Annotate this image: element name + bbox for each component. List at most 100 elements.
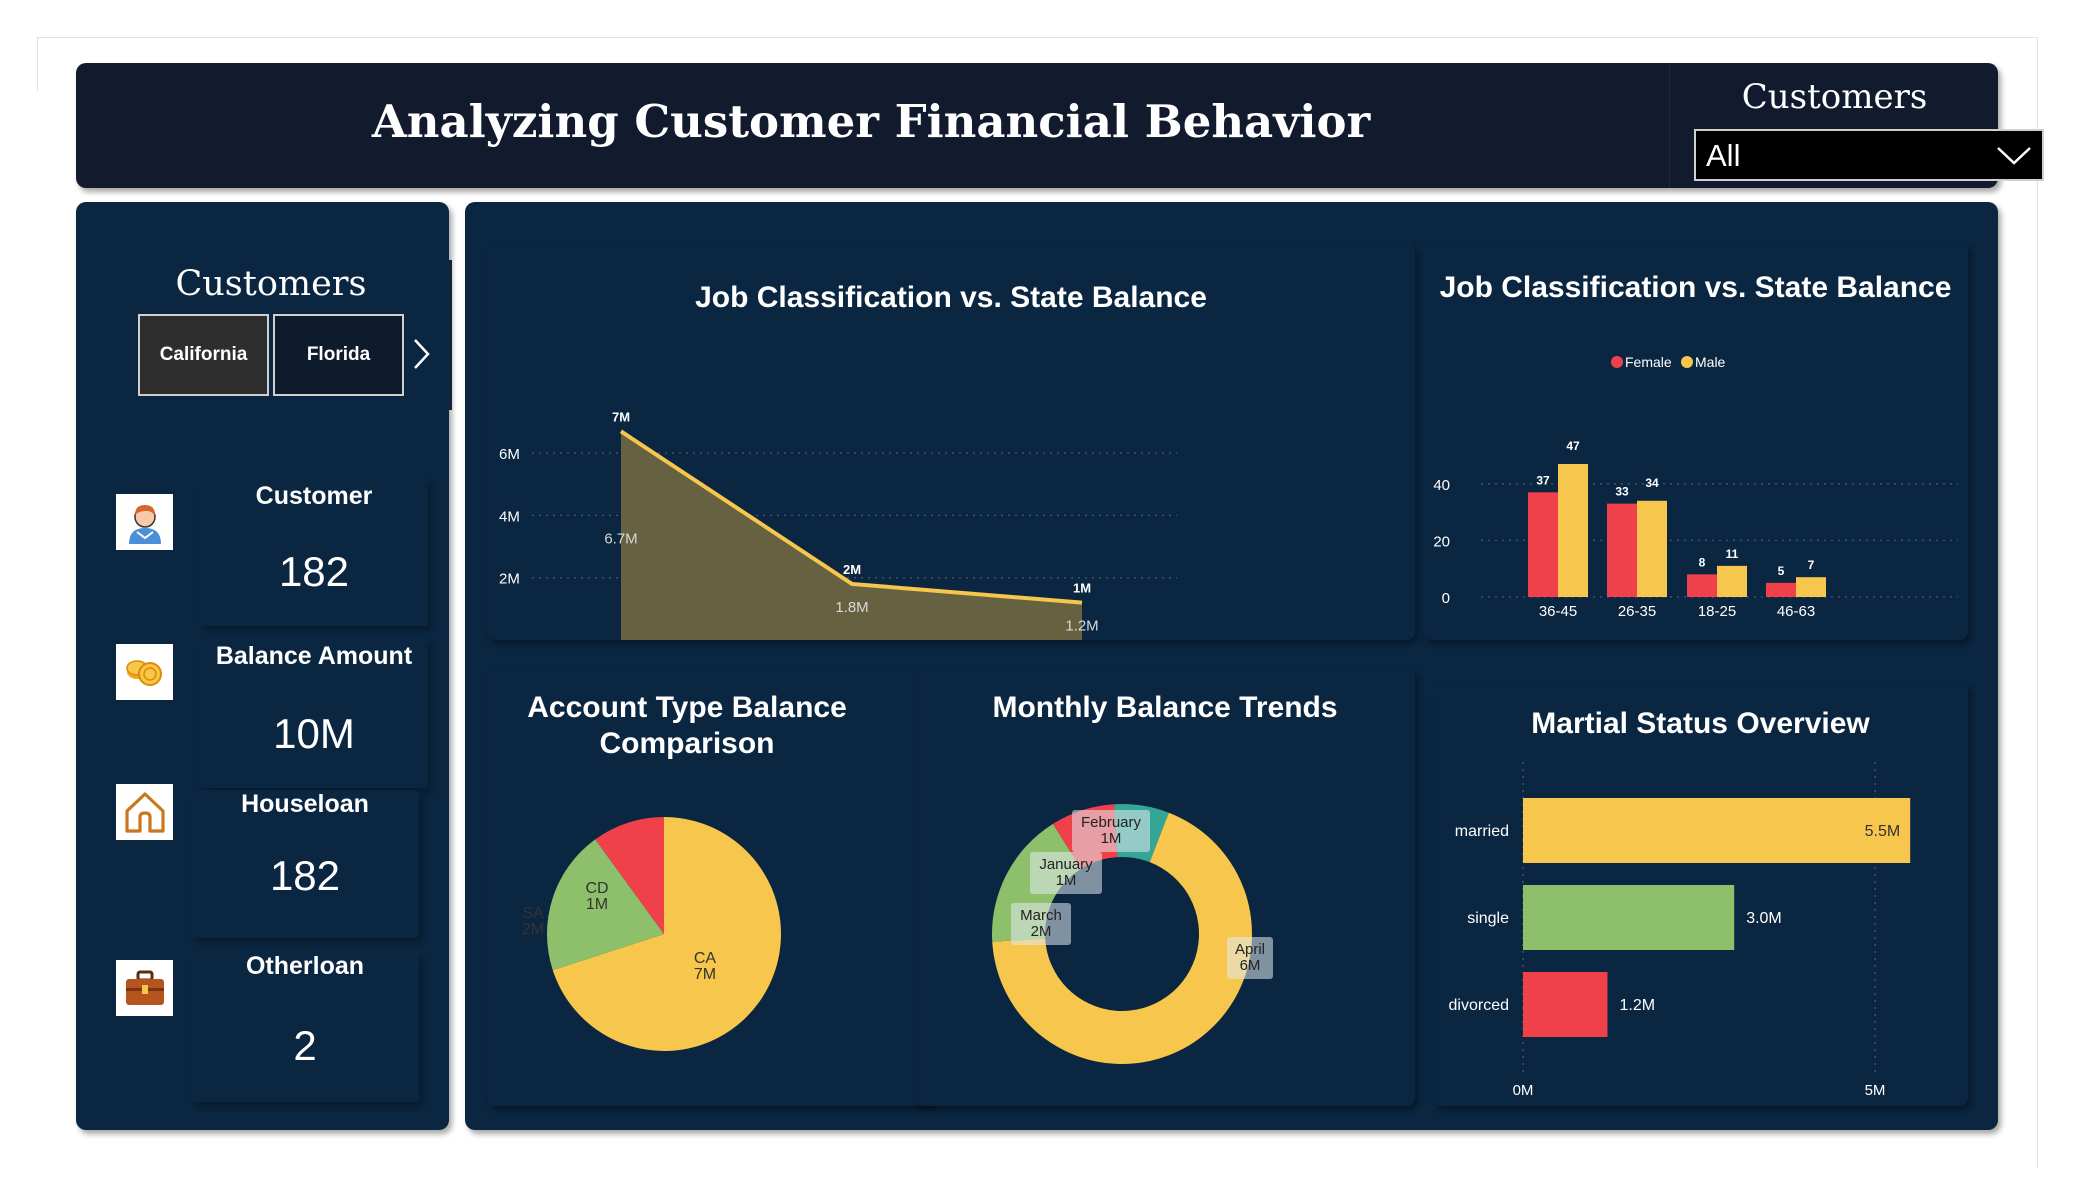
y-tick-label: 40 — [1433, 477, 1450, 494]
data-label-value: 1.8M — [835, 599, 868, 616]
chart-title: Job Classification vs. State Balance — [1439, 271, 1952, 304]
pie-slice-cd — [595, 817, 664, 934]
hbar-divorced — [1523, 972, 1608, 1037]
bar-male — [1558, 463, 1588, 597]
bar-female — [1687, 574, 1717, 597]
kpi-label: Customer — [255, 482, 373, 510]
bar-value-label: 37 — [1536, 473, 1550, 487]
y-category-label: divorced — [1449, 997, 1509, 1014]
state-button-florida[interactable]: Florida — [273, 314, 404, 396]
x-tick-label: 18-25 — [1698, 603, 1736, 620]
donut-label-box — [1227, 937, 1273, 979]
y-tick-label: 0 — [1442, 590, 1450, 607]
x-tick-label: 46-63 — [1777, 603, 1815, 620]
y-category-label: married — [1455, 823, 1509, 840]
kpi-label: Otherloan — [245, 952, 365, 980]
sidebar: Customers California Florida Customer 18… — [76, 202, 452, 1130]
donut-slice-label: January — [1039, 856, 1093, 873]
pie-slice-ca — [552, 817, 781, 1051]
hbar-single — [1523, 885, 1735, 950]
donut-slice-value: 1M — [1101, 830, 1122, 847]
bar-value-label: 33 — [1615, 485, 1629, 499]
bar-value-label: 5 — [1778, 564, 1785, 578]
donut-slice-label: March — [1020, 907, 1062, 924]
legend-label: Male — [1695, 354, 1726, 370]
chart-title: Job Classification vs. State Balance — [695, 281, 1207, 314]
kpi-value: 10M — [273, 710, 355, 757]
pie-slice-value: 2M — [522, 921, 544, 938]
pie-slice-sa — [547, 839, 664, 971]
x-tick-label: 36-45 — [1539, 603, 1577, 620]
bar-value-label: 11 — [1726, 547, 1739, 561]
chart-title: Martial Status Overview — [1531, 707, 1870, 740]
bar-female — [1528, 492, 1558, 597]
bar-value-label: 5.5M — [1865, 823, 1901, 840]
customers-dropdown[interactable]: All — [1694, 129, 2044, 181]
monthly-donut-card: Monthly Balance Trends February 1M April 6M… — [915, 668, 1415, 1106]
bar-value-label: 1.2M — [1619, 997, 1655, 1014]
slicer-divider — [448, 260, 452, 410]
age-bar-chart: 0 20 40 37 47 36-45 33 34 26-35 8 11 18-25 5 7 46-63 Fe… — [1433, 354, 1958, 620]
hbar-married — [1523, 798, 1911, 863]
kpi-card-customer: Customer 182 — [200, 478, 428, 626]
coins-icon — [116, 644, 173, 700]
legend-marker — [1681, 356, 1693, 368]
bar-value-label: 3.0M — [1746, 910, 1782, 927]
chart-title: Monthly Balance Trends — [992, 691, 1338, 724]
pie-slice-value: 1M — [586, 896, 608, 913]
main-panel: Job Classification vs. State Balance 2M 4… — [465, 202, 1998, 1130]
customers-dropdown-value: All — [1706, 138, 1741, 173]
header-bar: Analyzing Customer Financial Behavior Cu… — [76, 63, 2044, 188]
state-button-california[interactable]: California — [138, 314, 269, 396]
job-area-chart-card: Job Classification vs. State Balance 2M 4… — [487, 242, 1415, 640]
data-label-value: 6.7M — [604, 530, 637, 547]
data-label-top: 2M — [843, 562, 861, 577]
donut-slice-value: 2M — [1031, 923, 1052, 940]
donut-slice-value: 1M — [1056, 872, 1077, 889]
bar-male — [1637, 500, 1667, 597]
bar-value-label: 8 — [1699, 555, 1706, 569]
customers-slicer: Customers All — [1669, 63, 2044, 188]
bar-value-label: 7 — [1808, 558, 1815, 572]
page-title: Analyzing Customer Financial Behavior — [371, 95, 1371, 148]
chart-title: Account Type Balance Comparison — [527, 691, 847, 760]
y-tick-label: 6M — [499, 446, 520, 463]
donut-label-box — [1030, 852, 1102, 894]
briefcase-icon — [116, 960, 173, 1016]
y-tick-label: 2M — [499, 571, 520, 588]
bar-female — [1766, 582, 1796, 597]
area-line — [619, 429, 1083, 605]
canvas-border — [37, 37, 2038, 1168]
y-tick-label: 20 — [1433, 533, 1450, 550]
age-bar-chart-card: Job Classification vs. State Balance 0 20… — [1423, 242, 1968, 640]
kpi-value: 182 — [269, 852, 341, 899]
donut-slice-value: 6M — [1240, 957, 1261, 974]
data-label-top: 1M — [1073, 581, 1091, 596]
pie-slice-label: CD — [585, 880, 608, 897]
person-icon — [116, 494, 173, 550]
legend-label: Female — [1625, 354, 1672, 370]
legend-marker — [1611, 356, 1623, 368]
x-tick-label: 26-35 — [1618, 603, 1656, 620]
kpi-card-otherloan: Otherloan 2 — [191, 952, 419, 1102]
y-category-label: single — [1467, 910, 1509, 927]
account-pie-card: Account Type Balance Comparison CA 7M SA 2M… — [487, 668, 935, 1106]
donut-label-box — [1072, 810, 1150, 852]
marital-bar-chart: 0M 5M married 5.5M single 3.0M divorced 1.2M — [1449, 762, 1911, 1099]
data-label-value: 1.2M — [1065, 618, 1098, 635]
bar-male — [1796, 577, 1826, 597]
donut-label-box — [1011, 903, 1071, 945]
state-slicer-title: Customers — [175, 264, 367, 304]
chevron-right-icon[interactable] — [410, 337, 432, 371]
donut-slice-april — [992, 812, 1252, 1064]
donut-slice-label: February — [1081, 814, 1142, 831]
kpi-card-houseloan: Houseloan 182 — [191, 790, 419, 938]
donut-slice-label: April — [1235, 941, 1265, 958]
customers-slicer-label: Customers — [1741, 77, 1928, 117]
bar-value-label: 47 — [1566, 439, 1580, 453]
data-label-top: 7M — [612, 409, 630, 424]
x-tick-label: 5M — [1865, 1082, 1886, 1099]
